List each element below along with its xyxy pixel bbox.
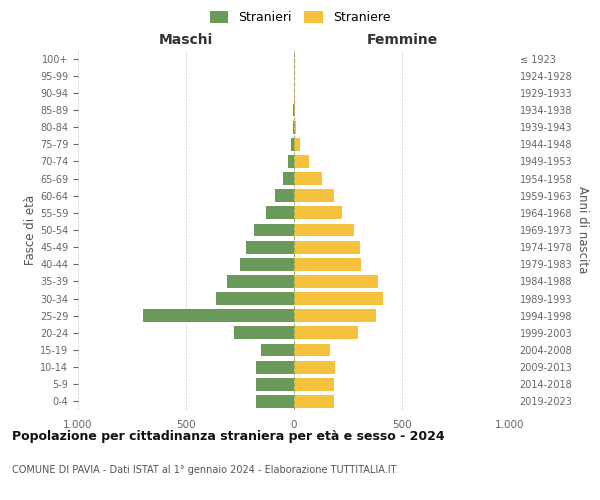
Bar — [256, 360, 294, 374]
Bar — [294, 258, 361, 270]
Bar — [247, 240, 294, 254]
Text: Femmine: Femmine — [367, 34, 437, 48]
Bar — [294, 206, 341, 220]
Bar — [293, 104, 294, 117]
Bar — [294, 138, 301, 150]
Legend: Stranieri, Straniere: Stranieri, Straniere — [205, 6, 395, 29]
Bar — [294, 104, 295, 117]
Bar — [233, 326, 294, 340]
Y-axis label: Fasce di età: Fasce di età — [24, 195, 37, 265]
Bar — [283, 172, 294, 185]
Bar — [294, 326, 358, 340]
Bar — [256, 395, 294, 408]
Bar — [275, 190, 294, 202]
Bar — [294, 120, 296, 134]
Bar — [294, 172, 322, 185]
Bar — [294, 292, 383, 305]
Text: COMUNE DI PAVIA - Dati ISTAT al 1° gennaio 2024 - Elaborazione TUTTITALIA.IT: COMUNE DI PAVIA - Dati ISTAT al 1° genna… — [12, 465, 397, 475]
Bar — [294, 190, 334, 202]
Bar — [216, 292, 294, 305]
Bar — [287, 155, 294, 168]
Text: Popolazione per cittadinanza straniera per età e sesso - 2024: Popolazione per cittadinanza straniera p… — [12, 430, 445, 443]
Bar — [227, 275, 294, 288]
Bar — [266, 206, 294, 220]
Bar — [294, 360, 335, 374]
Bar — [291, 138, 294, 150]
Bar — [256, 378, 294, 390]
Bar — [294, 275, 378, 288]
Y-axis label: Anni di nascita: Anni di nascita — [576, 186, 589, 274]
Bar — [293, 120, 294, 134]
Bar — [240, 258, 294, 270]
Bar — [294, 344, 329, 356]
Bar — [260, 344, 294, 356]
Bar — [143, 310, 294, 322]
Bar — [294, 310, 376, 322]
Bar — [254, 224, 294, 236]
Bar — [294, 240, 360, 254]
Bar — [294, 155, 309, 168]
Text: Maschi: Maschi — [159, 34, 213, 48]
Bar — [294, 224, 355, 236]
Bar — [294, 378, 334, 390]
Bar — [294, 395, 334, 408]
